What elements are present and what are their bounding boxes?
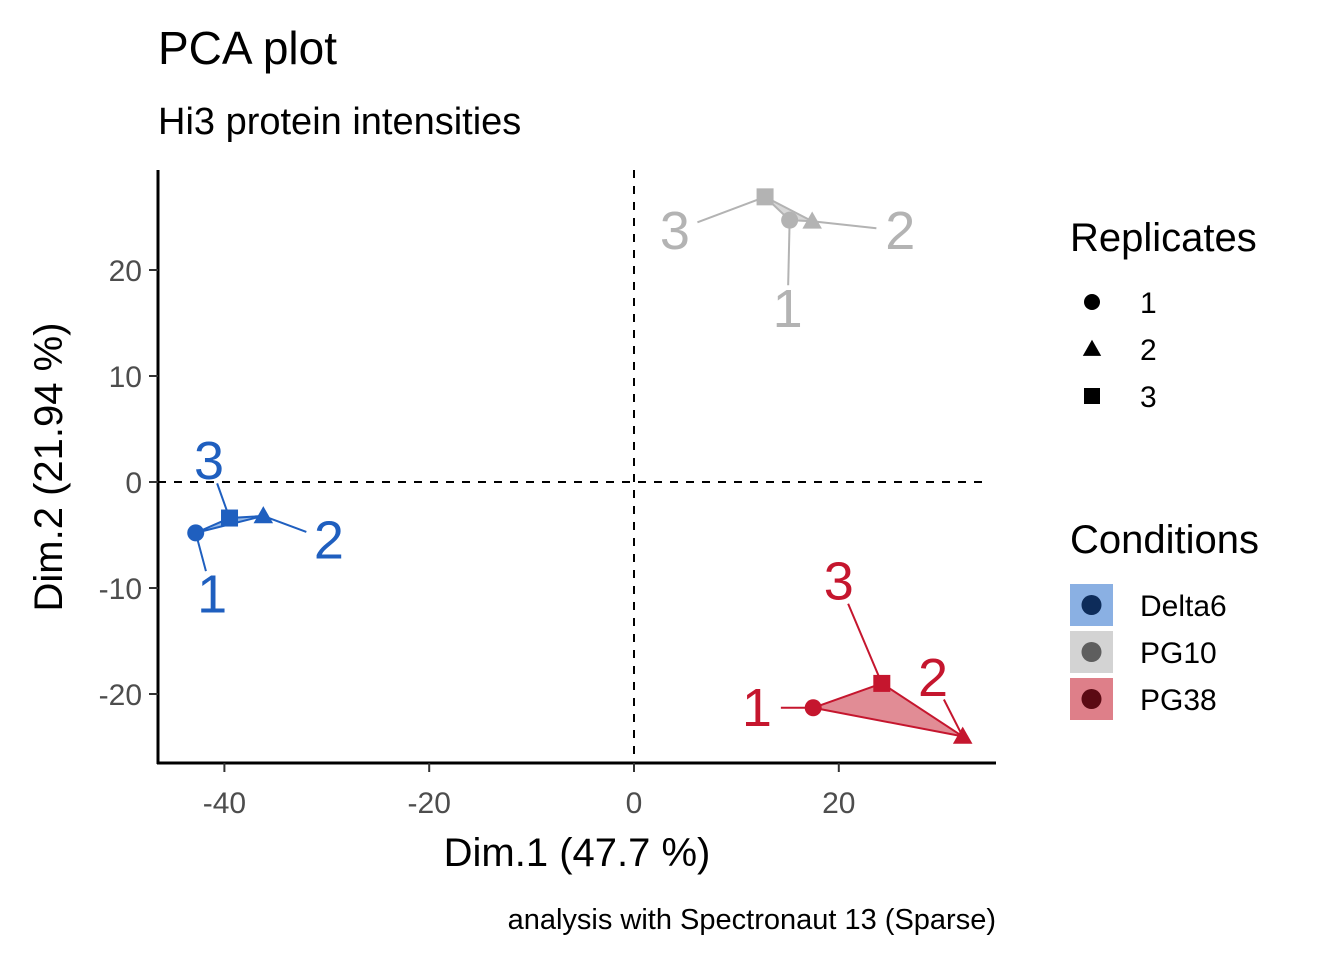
- x-axis-title: Dim.1 (47.7 %): [444, 831, 711, 875]
- point-label: 1: [742, 678, 772, 738]
- chart-caption: analysis with Spectronaut 13 (Sparse): [508, 904, 996, 936]
- chart-title: PCA plot: [158, 22, 337, 74]
- legend: Replicates Conditions 1 2 3 Delta6 PG10 PG38: [1070, 216, 1259, 720]
- point-label: 2: [314, 510, 344, 570]
- label-connector: [812, 220, 877, 230]
- y-axis-title: Dim.2 (21.94 %): [27, 323, 71, 612]
- point-label: 1: [773, 279, 803, 339]
- point-label: 3: [194, 431, 224, 491]
- point-label: 1: [197, 564, 227, 624]
- legend-label-condition: PG38: [1140, 684, 1217, 717]
- point-label: 2: [885, 201, 915, 261]
- y-tick-label: -10: [99, 573, 142, 606]
- point-pg38-rep1: [804, 699, 822, 717]
- label-connector: [943, 699, 964, 737]
- point-label: 2: [918, 648, 948, 708]
- legend-title-replicates: Replicates: [1070, 216, 1257, 260]
- legend-shape-triangle: [1082, 339, 1102, 356]
- legend-shape-circle: [1084, 294, 1100, 310]
- point-pg10-rep1: [781, 211, 799, 229]
- point-delta6-rep2: [253, 506, 274, 524]
- label-connector: [847, 603, 883, 684]
- plot-panel: 1 2 3 1 2 3 1 2 3 -40 -20 0 20 -20 -10 0 10 20: [99, 170, 996, 820]
- x-tick-label: -20: [408, 787, 451, 820]
- legend-shape-square: [1084, 388, 1100, 404]
- point-delta6-rep3: [221, 509, 239, 527]
- y-tick-label: -20: [99, 679, 142, 712]
- y-tick-label: 20: [109, 255, 142, 288]
- legend-label-condition: PG10: [1140, 637, 1217, 670]
- label-connector: [697, 195, 766, 224]
- chart-subtitle: Hi3 protein intensities: [158, 101, 521, 143]
- series-pg38: 1 2 3: [742, 552, 973, 744]
- hull-pg38: [812, 682, 964, 738]
- y-tick-label: 0: [125, 467, 142, 500]
- point-label: 3: [660, 201, 690, 261]
- legend-label-replicate: 1: [1140, 287, 1157, 320]
- x-tick-label: 20: [822, 787, 855, 820]
- legend-label-condition: Delta6: [1140, 590, 1227, 623]
- point-delta6-rep1: [187, 524, 205, 542]
- point-pg38-rep2: [952, 726, 973, 744]
- legend-dot-delta6: [1081, 595, 1102, 615]
- legend-label-replicate: 2: [1140, 334, 1157, 367]
- legend-dot-pg10: [1081, 642, 1102, 662]
- legend-label-replicate: 3: [1140, 381, 1157, 414]
- series-delta6: 1 2 3: [187, 431, 344, 624]
- y-tick-label: 10: [109, 361, 142, 394]
- point-pg10-rep3: [756, 188, 774, 206]
- legend-title-conditions: Conditions: [1070, 518, 1259, 562]
- point-label: 3: [824, 552, 854, 612]
- hull-pg10: [764, 195, 814, 223]
- x-tick-label: -40: [203, 787, 246, 820]
- label-connector: [262, 514, 307, 533]
- series-pg10: 1 2 3: [660, 188, 915, 339]
- point-pg38-rep3: [873, 674, 891, 692]
- point-pg10-rep2: [802, 211, 822, 229]
- legend-dot-pg38: [1081, 689, 1102, 709]
- x-tick-label: 0: [626, 787, 643, 820]
- label-connector: [787, 220, 791, 286]
